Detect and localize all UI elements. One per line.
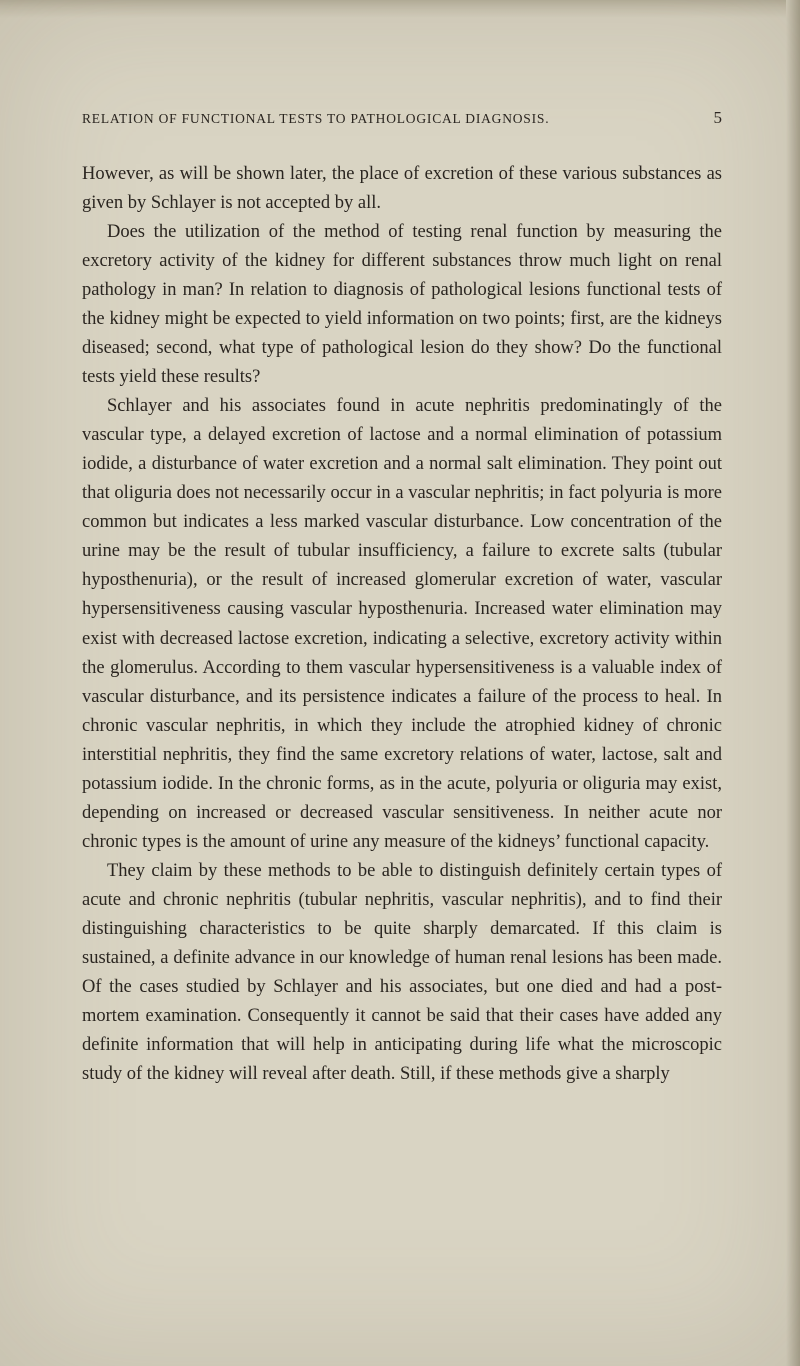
page-content: RELATION OF FUNCTIONAL TESTS TO PATHOLOG… xyxy=(0,0,800,1149)
paragraph: Schlayer and his associates found in acu… xyxy=(82,392,722,857)
paragraph: However, as will be shown later, the pla… xyxy=(82,160,722,218)
page-header: RELATION OF FUNCTIONAL TESTS TO PATHOLOG… xyxy=(82,108,722,128)
page-number: 5 xyxy=(714,108,723,128)
body-text: However, as will be shown later, the pla… xyxy=(82,160,722,1089)
paragraph: Does the utilization of the method of te… xyxy=(82,218,722,392)
page-edge-top xyxy=(0,0,800,18)
running-head: RELATION OF FUNCTIONAL TESTS TO PATHOLOG… xyxy=(82,111,549,127)
page-edge-right xyxy=(786,0,800,1366)
paragraph: They claim by these methods to be able t… xyxy=(82,857,722,1089)
